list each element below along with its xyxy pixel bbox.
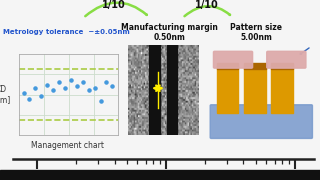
Point	[98, 100, 103, 102]
Bar	[271, 63, 293, 69]
Point	[74, 85, 79, 88]
Point	[56, 81, 61, 84]
Text: Manufacturing margin
0.50nm: Manufacturing margin 0.50nm	[121, 23, 218, 42]
FancyBboxPatch shape	[210, 105, 312, 138]
Text: 1/10: 1/10	[102, 0, 125, 10]
Bar	[0, 170, 320, 180]
Point	[92, 87, 97, 89]
Bar	[244, 63, 266, 69]
Point	[38, 95, 44, 98]
Text: Management chart: Management chart	[31, 141, 104, 150]
Point	[50, 89, 55, 92]
Bar	[217, 63, 238, 69]
Text: 1/10: 1/10	[195, 0, 218, 10]
Bar	[217, 65, 238, 113]
Point	[44, 83, 50, 86]
Text: Pattern size
5.00nm: Pattern size 5.00nm	[230, 23, 282, 42]
Text: CD
[nm]: CD [nm]	[0, 85, 11, 104]
Bar	[167, 45, 177, 135]
Point	[86, 89, 91, 92]
Point	[104, 81, 109, 84]
Text: Metrology tolerance  ~±0.05nm: Metrology tolerance ~±0.05nm	[3, 29, 130, 35]
Point	[27, 97, 32, 100]
Point	[33, 87, 38, 89]
FancyBboxPatch shape	[267, 51, 306, 68]
Point	[80, 81, 85, 84]
FancyBboxPatch shape	[213, 51, 252, 68]
Point	[68, 78, 73, 81]
Point	[62, 87, 68, 89]
Point	[110, 85, 115, 88]
Bar	[149, 45, 160, 135]
Bar	[244, 65, 266, 113]
Point	[22, 91, 27, 94]
Bar	[271, 65, 293, 113]
